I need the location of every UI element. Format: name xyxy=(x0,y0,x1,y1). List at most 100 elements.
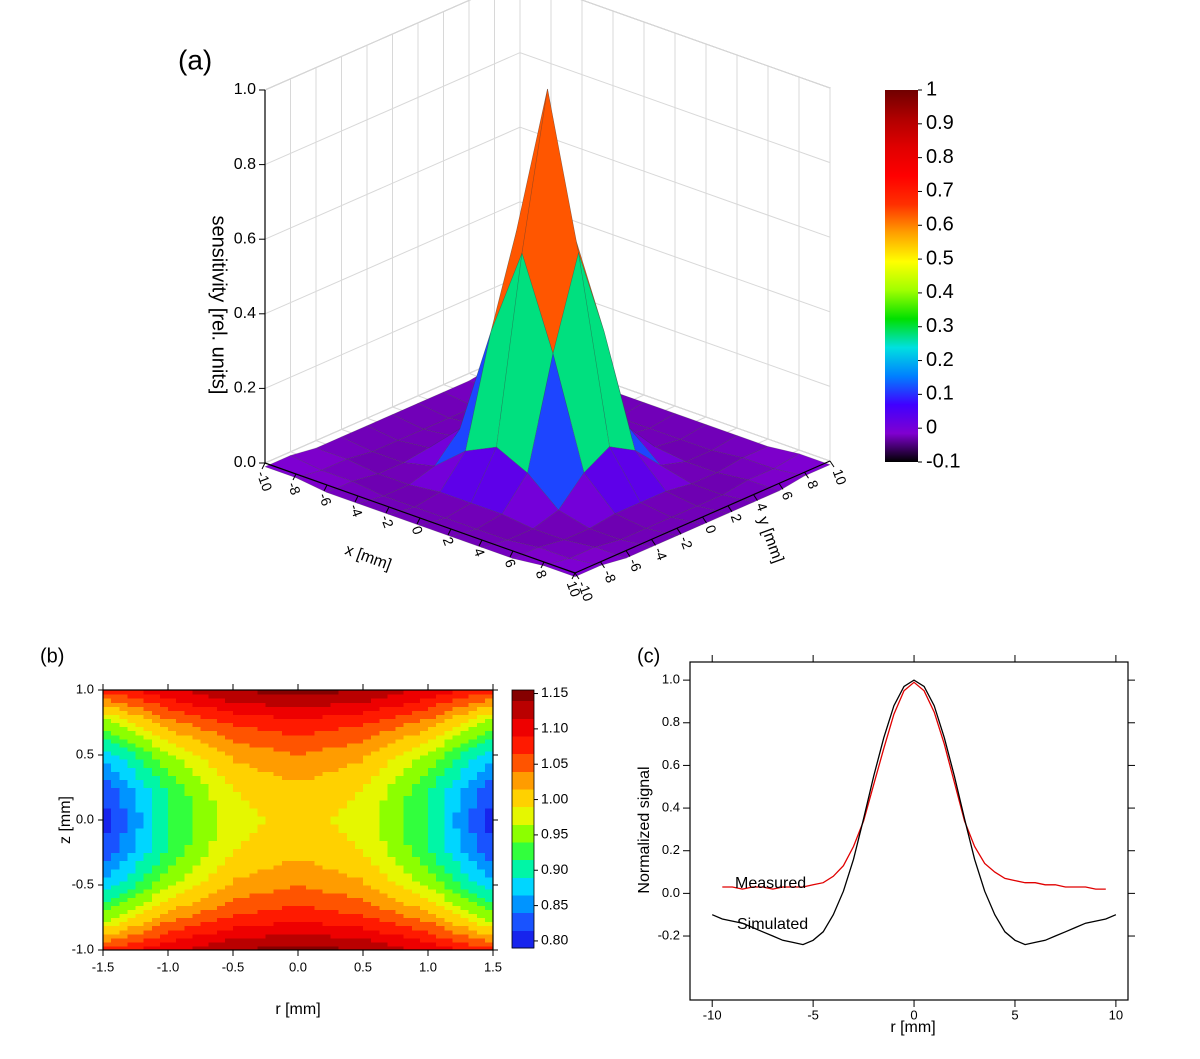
contour-cell xyxy=(484,872,494,878)
contour-cell xyxy=(168,811,177,817)
contour-cell xyxy=(306,763,315,768)
contour-cell xyxy=(354,864,364,870)
contour-cell xyxy=(395,755,405,760)
contour-cell xyxy=(444,730,453,736)
contour-cell xyxy=(127,885,137,890)
contour-cell xyxy=(298,714,307,720)
contour-cell xyxy=(127,755,137,760)
contour-cell xyxy=(176,893,185,898)
contour-cell xyxy=(143,718,153,724)
contour-cell xyxy=(281,897,291,902)
contour-cell xyxy=(111,779,120,785)
contour-cell xyxy=(322,746,332,752)
contour-cell xyxy=(273,779,283,785)
contour-cell xyxy=(127,698,137,703)
contour-cell xyxy=(354,755,364,760)
contour-cell xyxy=(143,889,153,894)
contour-cell xyxy=(119,690,128,695)
contour-cell xyxy=(354,889,364,894)
contour-cell xyxy=(233,763,242,768)
contour-cell xyxy=(346,909,356,915)
contour-cell xyxy=(216,795,226,801)
contour-cell xyxy=(111,889,120,894)
contour-cell xyxy=(330,718,340,724)
contour-cell xyxy=(159,901,169,906)
contour-cell xyxy=(241,694,250,699)
contour-cell xyxy=(419,779,429,785)
contour-cell xyxy=(265,860,275,866)
contour-cell xyxy=(249,889,258,894)
contour-cell xyxy=(281,917,291,923)
contour-cell xyxy=(387,783,397,789)
contour-cell xyxy=(289,945,299,951)
contour-cell xyxy=(411,937,421,943)
contour-cell xyxy=(176,726,185,732)
contour-cell xyxy=(338,787,348,793)
contour-cell xyxy=(436,840,445,845)
contour-cell xyxy=(387,885,397,890)
contour-cell xyxy=(436,852,445,858)
contour-cell xyxy=(428,868,437,874)
contour-cell xyxy=(452,893,462,898)
contour-cell xyxy=(273,755,283,760)
contour-cell xyxy=(192,909,202,915)
contour-cell xyxy=(192,787,202,793)
contour-cell xyxy=(444,909,453,915)
contour-cell xyxy=(257,868,267,874)
contour-cell xyxy=(452,787,462,793)
y-tick-label: 0.0 xyxy=(662,885,680,900)
contour-cell xyxy=(346,844,356,850)
contour-cell xyxy=(298,730,307,736)
contour-cell xyxy=(249,730,258,736)
contour-cell xyxy=(192,807,202,813)
contour-cell xyxy=(476,771,486,776)
contour-cell xyxy=(363,917,372,923)
contour-cell xyxy=(151,742,161,748)
contour-cell xyxy=(460,742,470,748)
tick-mark xyxy=(651,539,656,546)
contour-cell xyxy=(468,852,478,858)
contour-cell xyxy=(224,807,234,813)
contour-cell xyxy=(387,856,397,862)
contour-cell xyxy=(168,945,177,951)
contour-cell xyxy=(257,905,267,910)
contour-cell xyxy=(224,706,234,711)
contour-cell xyxy=(241,775,250,780)
contour-cell xyxy=(184,840,193,845)
contour-cell xyxy=(452,933,462,939)
contour-cell xyxy=(314,795,323,801)
contour-cell xyxy=(111,759,120,764)
contour-cell xyxy=(289,872,299,878)
contour-cell xyxy=(330,710,340,715)
contour-cell xyxy=(281,771,291,776)
y-tick-label: 0.4 xyxy=(662,800,680,815)
contour-cell xyxy=(436,937,445,943)
contour-cell xyxy=(111,771,120,776)
contour-cell xyxy=(241,742,250,748)
contour-cell xyxy=(273,738,283,744)
contour-cell xyxy=(363,929,372,935)
contour-cell xyxy=(249,876,258,882)
contour-cell xyxy=(249,933,258,939)
contour-cell xyxy=(354,750,364,756)
contour-cell xyxy=(257,832,267,837)
contour-cell xyxy=(289,820,299,825)
contour-cell xyxy=(249,828,258,833)
contour-cell xyxy=(119,742,128,748)
contour-cell xyxy=(411,876,421,882)
contour-cell xyxy=(249,856,258,862)
contour-cell xyxy=(330,905,340,910)
z-tick-label: 0.0 xyxy=(234,454,256,471)
contour-cell xyxy=(428,771,437,776)
contour-cell xyxy=(379,746,388,752)
contour-cell xyxy=(208,824,218,829)
contour-cell xyxy=(363,763,372,768)
contour-cell xyxy=(216,921,226,927)
contour-cell xyxy=(387,893,397,898)
contour-cell xyxy=(119,791,128,797)
contour-cell xyxy=(436,811,445,817)
contour-cell xyxy=(103,893,112,898)
contour-cell xyxy=(281,746,291,752)
contour-cell xyxy=(403,807,413,813)
contour-cell xyxy=(411,929,421,935)
